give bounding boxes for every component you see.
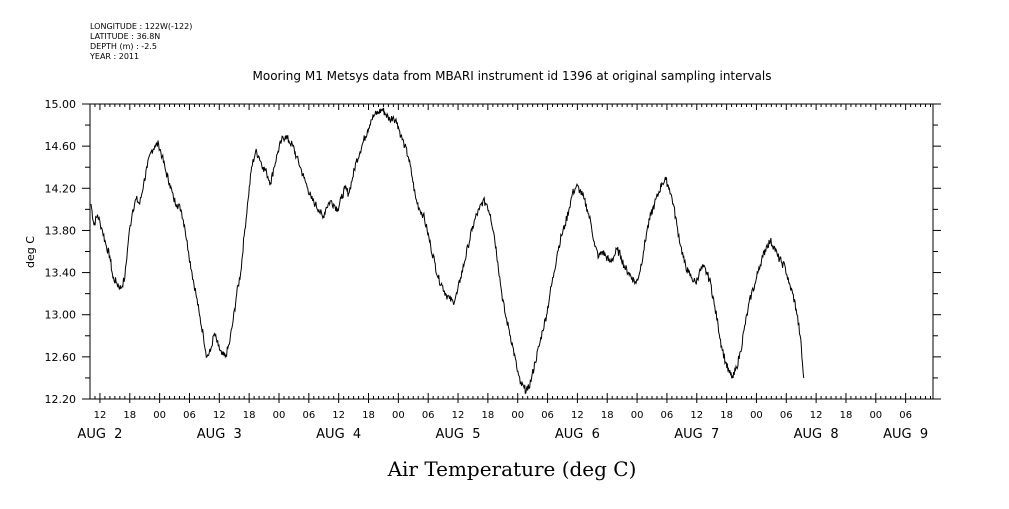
date-label: AUG 8 (794, 427, 839, 442)
x-tick-labels: 12 18 00 06 12 18 00 06 12 18 00 06 12 18 00 06 12 18 00 06… (94, 410, 912, 421)
x-hour-label: 12 (94, 410, 107, 421)
date-labels: AUG 2 AUG 3 AUG 4 AUG 5 AUG 6 AUG 7 AUG 8 AUG 9 (77, 427, 928, 442)
x-hour-label: 00 (631, 410, 644, 421)
x-hour-label: 00 (153, 410, 166, 421)
x-hour-label: 18 (123, 410, 136, 421)
x-hour-label: 12 (571, 410, 584, 421)
date-label: AUG 9 (883, 427, 928, 442)
x-hour-label: 06 (899, 410, 912, 421)
x-hour-label: 00 (750, 410, 763, 421)
x-hour-label: 12 (213, 410, 226, 421)
x-hour-label: 00 (869, 410, 882, 421)
x-hour-label: 00 (511, 410, 524, 421)
plot-frame (89, 103, 934, 400)
x-hour-label: 18 (840, 410, 853, 421)
ticks-layer (82, 103, 941, 403)
y-tick-label: 12.60 (45, 351, 77, 364)
x-hour-label: 06 (780, 410, 793, 421)
metadata-longitude: LONGITUDE : 122W(-122) (90, 22, 192, 31)
date-label: AUG 6 (555, 427, 600, 442)
x-hour-label: 00 (392, 410, 405, 421)
chart-title: Mooring M1 Metsys data from MBARI instru… (253, 69, 772, 83)
y-tick-label: 13.40 (45, 267, 77, 280)
y-tick-label: 13.00 (45, 309, 77, 322)
x-hour-label: 06 (661, 410, 674, 421)
metadata-depth: DEPTH (m) : -2.5 (90, 42, 157, 51)
x-hour-label: 00 (273, 410, 286, 421)
x-hour-label: 06 (422, 410, 435, 421)
x-hour-label: 06 (183, 410, 196, 421)
metadata-year: YEAR : 2011 (89, 52, 139, 61)
x-hour-label: 12 (452, 410, 465, 421)
y-axis-label: deg C (24, 236, 37, 268)
y-tick-labels: 12.20 12.60 13.00 13.40 13.80 14.20 14.60 15.00 (45, 98, 77, 406)
date-label: AUG 2 (77, 427, 122, 442)
x-hour-label: 18 (243, 410, 256, 421)
metadata-latitude: LATITUDE : 36.8N (90, 32, 160, 41)
date-label: AUG 4 (316, 427, 361, 442)
x-hour-label: 12 (810, 410, 823, 421)
x-hour-label: 12 (332, 410, 345, 421)
metadata-block: LONGITUDE : 122W(-122) LATITUDE : 36.8N … (89, 22, 192, 61)
date-label: AUG 7 (674, 427, 719, 442)
x-axis-label: Air Temperature (deg C) (387, 457, 637, 481)
y-tick-label: 14.20 (45, 182, 77, 195)
series-line (90, 107, 805, 395)
x-hour-label: 06 (541, 410, 554, 421)
x-hour-label: 18 (720, 410, 733, 421)
x-hour-label: 18 (362, 410, 375, 421)
date-label: AUG 5 (436, 427, 481, 442)
x-hour-label: 18 (482, 410, 495, 421)
y-tick-label: 14.60 (45, 140, 77, 153)
y-tick-label: 15.00 (45, 98, 77, 111)
date-label: AUG 3 (197, 427, 242, 442)
x-hour-label: 12 (690, 410, 703, 421)
y-tick-label: 13.80 (45, 224, 77, 237)
y-tick-label: 12.20 (45, 393, 77, 406)
x-hour-label: 06 (302, 410, 315, 421)
x-hour-label: 18 (601, 410, 614, 421)
